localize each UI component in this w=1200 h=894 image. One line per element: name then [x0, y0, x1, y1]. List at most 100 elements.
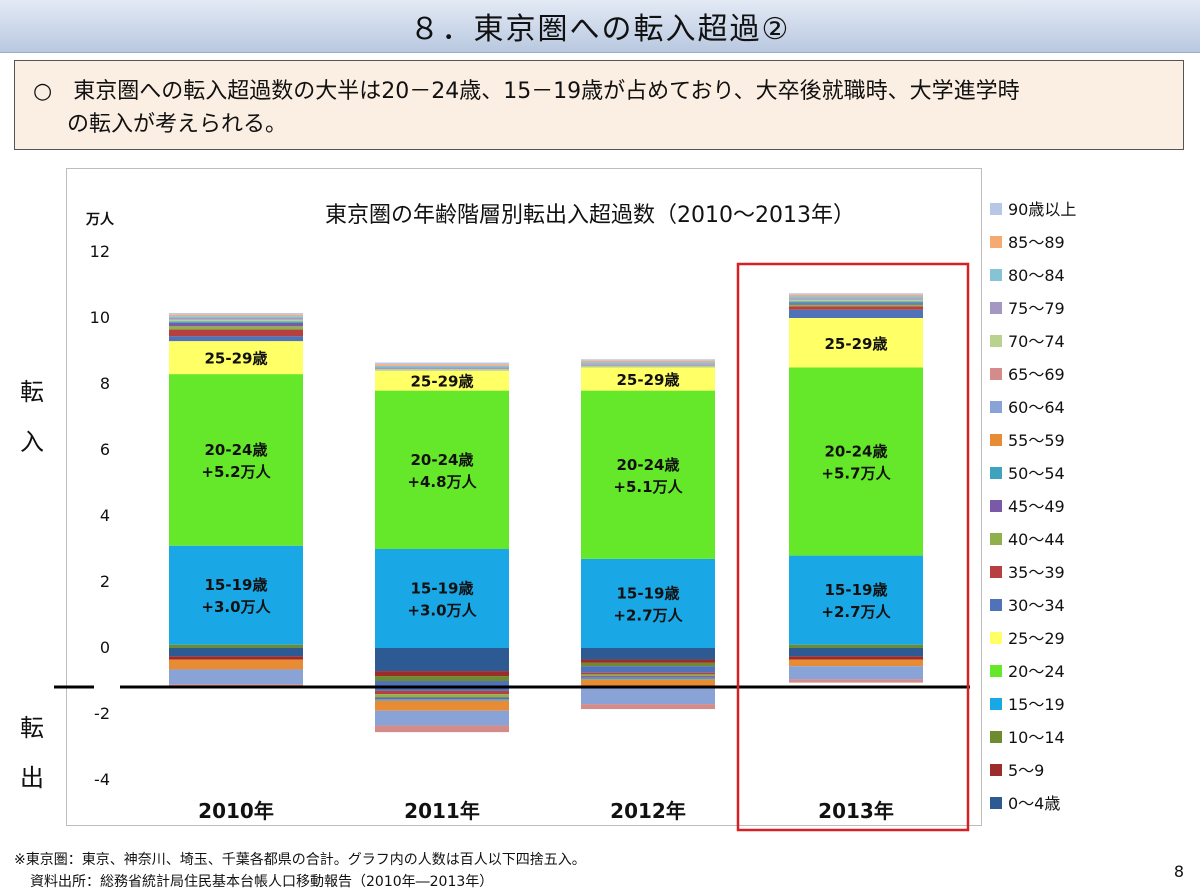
data-label: 20-24歳: [825, 443, 888, 461]
legend-label: 30〜34: [1008, 596, 1065, 615]
bar-segment: [581, 674, 715, 677]
bar-segment: [789, 299, 923, 302]
bullet-circle: ○: [33, 79, 53, 104]
bar-segment: [169, 319, 303, 322]
bar-segment: [789, 648, 923, 657]
data-label: 15-19歳: [825, 581, 888, 599]
summary-box: ○ 東京圏への転入超過数の大半は20－24歳、15－19歳が占めており、大卒後就…: [14, 60, 1184, 150]
bar-segment: [789, 666, 923, 680]
bar-segment: [581, 677, 715, 680]
legend-label: 0〜4歳: [1008, 794, 1060, 813]
bar-segment: [581, 659, 715, 663]
bar-segment: [789, 644, 923, 648]
bar-segment: [169, 644, 303, 648]
data-label: 20-24歳: [411, 451, 474, 469]
legend-label: 25〜29: [1008, 629, 1065, 648]
legend-swatch: [990, 566, 1002, 578]
data-label: 25-29歳: [617, 371, 680, 389]
data-label: 15-19歳: [205, 576, 268, 594]
data-label: +2.7万人: [821, 603, 891, 621]
legend-swatch: [990, 467, 1002, 479]
legend-label: 20〜24: [1008, 662, 1065, 681]
bar-segment: [789, 294, 923, 297]
bar-segment: [581, 662, 715, 667]
bar-segment: [581, 365, 715, 368]
side-label-out-2: 出: [20, 764, 44, 792]
bar-segment: [169, 314, 303, 317]
bar-segment: [789, 309, 923, 318]
legend-label: 55〜59: [1008, 431, 1065, 450]
bar-segment: [169, 318, 303, 320]
bar-segment: [789, 656, 923, 660]
data-label: +5.7万人: [821, 465, 891, 483]
bar-segment: [581, 648, 715, 660]
legend-label: 80〜84: [1008, 266, 1065, 285]
legend-swatch: [990, 302, 1002, 314]
bar-segment: [581, 360, 715, 363]
data-label: 15-19歳: [411, 580, 474, 598]
bar-segment: [375, 694, 509, 698]
legend-swatch: [990, 500, 1002, 512]
data-label: +3.0万人: [407, 602, 477, 620]
data-label: +3.0万人: [201, 598, 271, 616]
legend-label: 90歳以上: [1008, 200, 1076, 219]
bar-segment: [581, 390, 715, 559]
bar-segment: [169, 648, 303, 657]
bar-segment: [169, 321, 303, 323]
highlight-box-2013: [736, 262, 970, 832]
legend-label: 50〜54: [1008, 464, 1065, 483]
bar-segment: [789, 318, 923, 368]
bar-segment: [169, 656, 303, 660]
bar-segment: [581, 367, 715, 391]
bar-segment: [375, 362, 509, 365]
legend-label: 45〜49: [1008, 497, 1065, 516]
legend-swatch: [990, 368, 1002, 380]
bar-segment: [169, 329, 303, 337]
bar-segment: [789, 659, 923, 667]
data-label: 15-19歳: [617, 584, 680, 602]
side-label-in-2: 入: [20, 428, 44, 456]
bar-segment: [375, 697, 509, 700]
bar-segment: [581, 558, 715, 648]
data-label: 25-29歳: [411, 373, 474, 391]
footnote-source: 資料出所：総務省統計局住民基本台帳人口移動報告（2010年―2013年）: [30, 874, 494, 890]
legend-swatch: [990, 599, 1002, 611]
bar-segment: [169, 326, 303, 330]
bar-segment: [375, 364, 509, 366]
legend-swatch: [990, 203, 1002, 215]
bar-segment: [581, 362, 715, 365]
side-label-out-1: 転: [20, 714, 44, 742]
legend-swatch: [990, 236, 1002, 248]
legend-label: 60〜64: [1008, 398, 1065, 417]
page-number: 8: [1173, 862, 1184, 881]
bar-segment: [375, 676, 509, 681]
legend-swatch: [990, 698, 1002, 710]
x-category-label: 2012年: [610, 799, 686, 823]
bar-segment: [581, 359, 715, 361]
bar-segment: [375, 369, 509, 371]
legend-label: 70〜74: [1008, 332, 1065, 351]
legend-swatch: [990, 434, 1002, 446]
side-label-in-1: 転: [20, 378, 44, 406]
bar-segment: [375, 710, 509, 726]
bar-segment: [581, 704, 715, 710]
x-category-label: 2010年: [198, 799, 274, 823]
bar-segment: [581, 666, 715, 673]
x-category-label: 2013年: [818, 799, 894, 823]
y-tick-label: 6: [100, 440, 110, 459]
legend-label: 5〜9: [1008, 761, 1044, 780]
legend-label: 35〜39: [1008, 563, 1065, 582]
bar-segment: [375, 690, 509, 695]
slide-title: ８．東京圏への転入超過②: [0, 0, 1200, 53]
data-label: +5.2万人: [201, 463, 271, 481]
legend-swatch: [990, 764, 1002, 776]
legend-swatch: [990, 797, 1002, 809]
legend-swatch: [990, 533, 1002, 545]
legend-swatch: [990, 665, 1002, 677]
legend-swatch: [990, 269, 1002, 281]
y-tick-label: 10: [90, 308, 110, 327]
bar-segment: [789, 293, 923, 295]
legend-swatch: [990, 401, 1002, 413]
legend-label: 40〜44: [1008, 530, 1065, 549]
